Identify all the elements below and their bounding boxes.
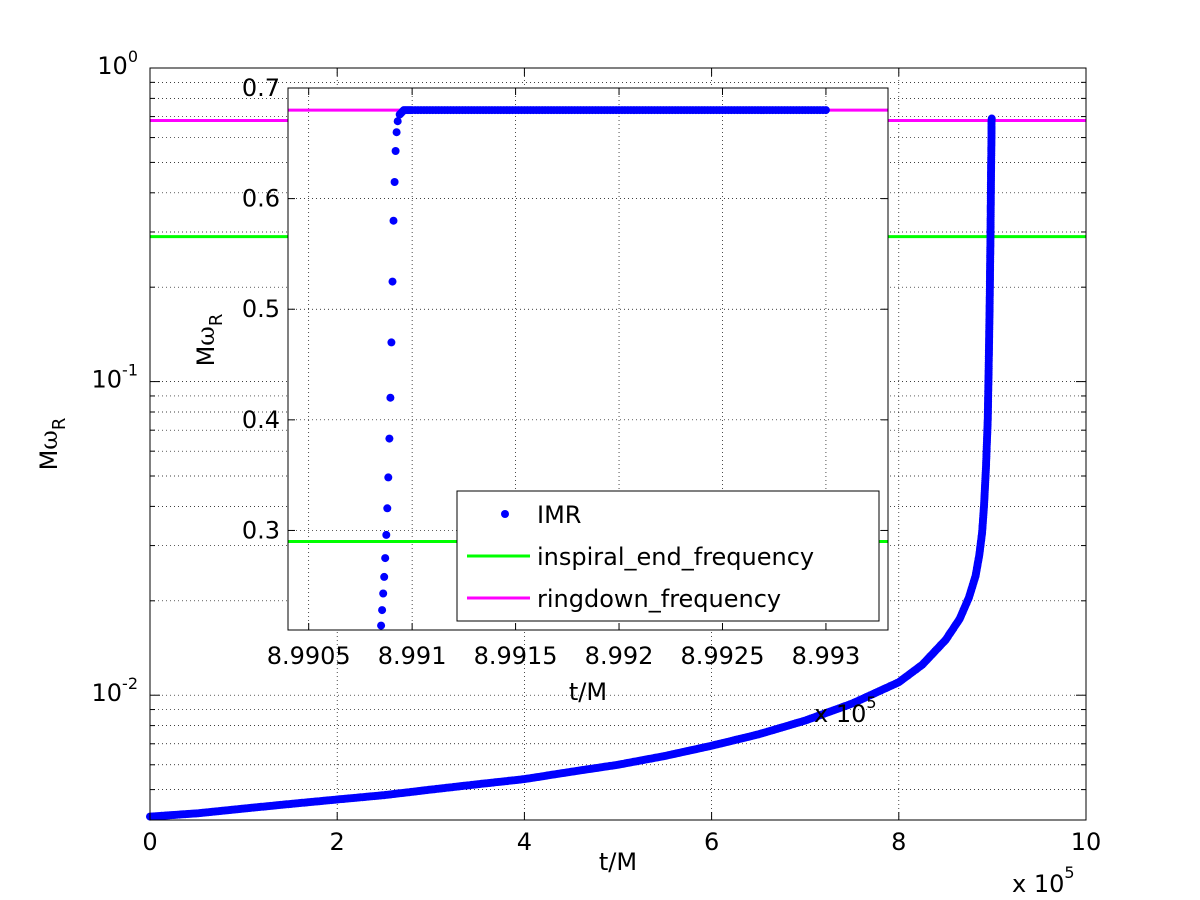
legend: IMR inspiral_end_frequency ringdown_freq… bbox=[456, 490, 880, 622]
inset-x-tick-label: 8.9915 bbox=[474, 642, 558, 670]
main-imr-point bbox=[987, 114, 996, 123]
main-x-tick-label: 0 bbox=[142, 828, 157, 856]
main-y-axis-label-omega: ω bbox=[35, 430, 63, 450]
inset-imr-point bbox=[383, 504, 392, 513]
inset-x-tick-label: 8.9925 bbox=[680, 642, 764, 670]
inset-y-tick-label: 0.5 bbox=[242, 295, 280, 323]
inset-y-tick-label: 0.7 bbox=[242, 74, 280, 102]
legend-marker-imr bbox=[501, 510, 509, 518]
inset-imr-point bbox=[386, 393, 395, 402]
main-x-tick-label: 6 bbox=[704, 828, 719, 856]
main-x-multiplier: x 105 bbox=[1012, 863, 1075, 898]
legend-label-inspiral: inspiral_end_frequency bbox=[537, 543, 814, 571]
inset-imr-point bbox=[377, 621, 386, 630]
main-y-axis-label: MωR bbox=[35, 418, 70, 471]
main-x-tick-label: 2 bbox=[330, 828, 345, 856]
main-y-axis-label-subscript: R bbox=[49, 418, 70, 431]
inset-imr-point bbox=[384, 473, 393, 482]
main-y-tick-label: 10-2 bbox=[92, 674, 139, 707]
inset-y-axis-label-subscript: R bbox=[206, 314, 227, 327]
inset-x-axis-label: t/M bbox=[569, 678, 607, 706]
main-plot-frame bbox=[149, 67, 1087, 821]
inset-series bbox=[288, 106, 888, 630]
main-y-tick-label: 100 bbox=[97, 47, 138, 80]
inset-y-tick-label: 0.4 bbox=[242, 406, 280, 434]
inset-y-axis-label: MωR bbox=[192, 314, 227, 367]
main-x-axis-label: t/M bbox=[599, 848, 637, 876]
inset-ticks: 8.9905 8.991 8.9915 8.992 8.9925 8.993 0.3 0.4 0… bbox=[242, 74, 888, 670]
inset-imr-point bbox=[387, 338, 396, 347]
main-x-tick-label: 8 bbox=[891, 828, 906, 856]
main-x-tick-label: 4 bbox=[517, 828, 532, 856]
inset-x-tick-label: 8.992 bbox=[585, 642, 654, 670]
inset-imr-point bbox=[389, 216, 398, 225]
legend-label-imr: IMR bbox=[537, 501, 581, 529]
inset-y-tick-label: 0.3 bbox=[242, 516, 280, 544]
inset-imr-point bbox=[391, 147, 400, 155]
inset-plot-frame bbox=[287, 87, 889, 631]
inset-x-tick-label: 8.993 bbox=[792, 642, 861, 670]
main-y-tick-label: 10-1 bbox=[92, 361, 139, 394]
inset-imr-point bbox=[381, 554, 390, 563]
main-y-axis-label-m: M bbox=[35, 450, 63, 471]
inset-axes: 8.9905 8.991 8.9915 8.992 8.9925 8.993 0.3 0.4 0… bbox=[192, 74, 889, 728]
inset-imr-point bbox=[821, 106, 830, 115]
inset-x-tick-label: 8.9905 bbox=[267, 642, 351, 670]
main-x-tick-label: 10 bbox=[1071, 828, 1102, 856]
main-ticks: 0 2 4 6 8 10 100 10-1 10-2 bbox=[92, 47, 1102, 856]
inset-imr-point bbox=[392, 128, 401, 137]
inset-imr-point bbox=[385, 434, 394, 443]
inset-y-axis-label-m: M bbox=[192, 346, 220, 367]
inset-imr-point bbox=[393, 117, 402, 126]
inset-imr-point bbox=[379, 589, 388, 598]
inset-imr-point bbox=[390, 178, 399, 186]
inset-x-tick-label: 8.991 bbox=[378, 642, 447, 670]
inset-y-axis-label-omega: ω bbox=[192, 326, 220, 346]
svg-text:MωR: MωR bbox=[35, 418, 70, 471]
inset-imr-point bbox=[378, 606, 387, 615]
inset-y-tick-label: 0.6 bbox=[242, 185, 280, 213]
svg-text:MωR: MωR bbox=[192, 314, 227, 367]
inset-imr-point bbox=[380, 572, 389, 581]
inset-imr-point bbox=[388, 277, 397, 286]
inset-x-multiplier: x 105 bbox=[814, 693, 877, 728]
legend-label-ringdown: ringdown_frequency bbox=[537, 585, 781, 613]
inset-imr-point bbox=[382, 530, 391, 539]
